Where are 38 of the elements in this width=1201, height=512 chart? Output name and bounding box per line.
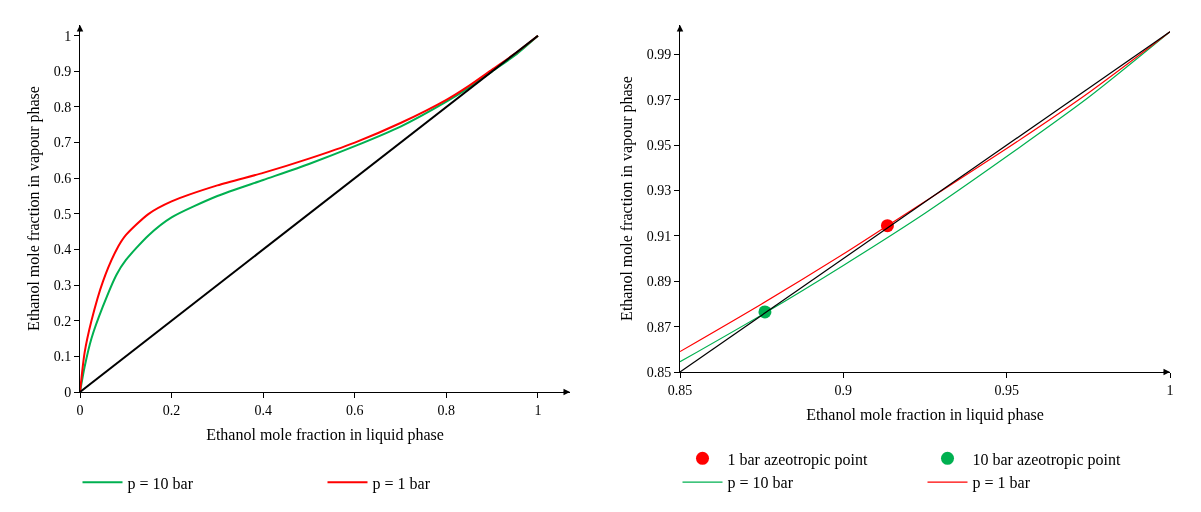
x-tick-label: 0.85: [667, 382, 693, 398]
y-tick-label: 0.95: [646, 138, 672, 154]
y-tick-label: 0.9: [53, 64, 72, 80]
y-tick-label: 0.5: [53, 206, 72, 222]
y-tick-label: 0.91: [646, 228, 672, 244]
x-tick-label: 0.2: [162, 402, 181, 418]
legend-label: 1 bar azeotropic point: [727, 450, 868, 469]
x-tick-label: 1: [1166, 382, 1174, 398]
x-tick-label: 0: [76, 402, 84, 418]
legend-label: p = 10 bar: [727, 474, 794, 493]
x-axis-title: Ethanol mole fraction in liquid phase: [806, 406, 1044, 425]
x-tick-label: 0.8: [437, 402, 456, 418]
y-tick-label: 0.8: [53, 99, 72, 115]
legend-label: 10 bar azeotropic point: [972, 450, 1121, 469]
legend-label: p = 1 bar: [972, 474, 1031, 493]
y-tick-label: 0.87: [646, 319, 672, 335]
x-axis-title: Ethanol mole fraction in liquid phase: [206, 426, 444, 445]
y-tick-label: 0.6: [53, 171, 72, 187]
legend-label: p = 1 bar: [372, 474, 431, 493]
x-tick-label: 0.95: [994, 382, 1019, 398]
y-tick-label: 1: [64, 28, 72, 44]
y-tick-label: 0.7: [53, 135, 72, 151]
y-axis-title: Ethanol mole fraction in vapour phase: [617, 76, 636, 321]
y-tick-label: 0.85: [646, 364, 672, 380]
y-tick-label: 0.2: [53, 313, 72, 329]
y-tick-label: 0.89: [646, 274, 672, 290]
x-tick-label: 0.6: [346, 402, 364, 418]
legend-label: p = 10 bar: [127, 474, 194, 493]
y-tick-label: 0.97: [646, 92, 672, 108]
y-tick-label: 0.4: [53, 242, 72, 258]
x-tick-label: 1: [534, 402, 542, 418]
y-tick-label: 0.93: [646, 183, 672, 199]
y-axis-title: Ethanol mole fraction in vapour phase: [24, 86, 43, 331]
y-tick-label: 0.99: [646, 47, 672, 63]
x-tick-label: 0.9: [834, 382, 853, 398]
x-tick-label: 0.4: [254, 402, 272, 418]
y-tick-label: 0.1: [53, 349, 72, 365]
y-tick-label: 0.3: [53, 278, 72, 294]
